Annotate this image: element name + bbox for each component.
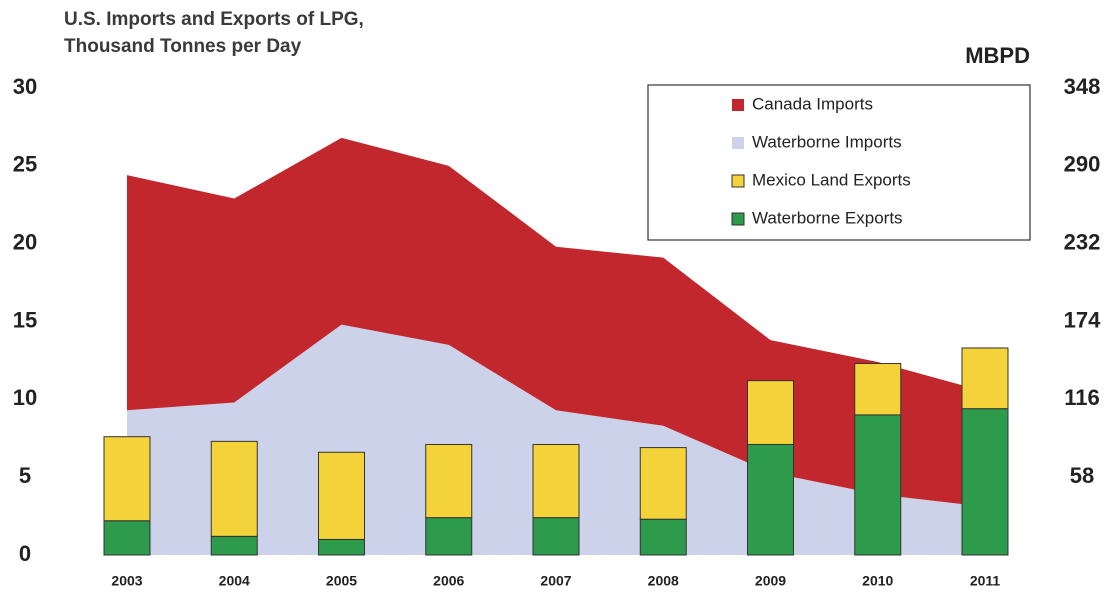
- y-tick-label: 25: [13, 152, 37, 177]
- y-tick-label: 5: [19, 463, 31, 488]
- bar: [961, 347, 1009, 410]
- legend-label: Waterborne Exports: [752, 208, 903, 227]
- y2-axis-label: MBPD: [965, 43, 1030, 68]
- bar: [532, 443, 580, 519]
- chart-title: Thousand Tonnes per Day: [64, 36, 302, 57]
- bar: [854, 363, 902, 416]
- legend-swatch: [732, 137, 744, 149]
- y-tick-label: 10: [13, 385, 37, 410]
- bar: [747, 380, 794, 445]
- bar: [961, 408, 1009, 556]
- plot-area: [103, 137, 1009, 556]
- bar: [747, 443, 794, 556]
- bar: [639, 518, 687, 556]
- bar: [318, 538, 365, 556]
- bar: [210, 440, 258, 537]
- x-tick-label: 2006: [433, 573, 464, 589]
- y2-tick-label: 174: [1064, 307, 1101, 332]
- x-tick-label: 2010: [862, 573, 893, 589]
- bar: [210, 535, 258, 556]
- legend-box: [647, 84, 1031, 241]
- x-tick-label: 2005: [326, 573, 357, 589]
- bar: [103, 436, 151, 522]
- y2-tick-label: 232: [1064, 229, 1101, 254]
- chart-title: U.S. Imports and Exports of LPG,: [64, 9, 364, 30]
- legend-swatch: [731, 174, 745, 188]
- x-tick-label: 2009: [755, 573, 786, 589]
- legend-label: Mexico Land Exports: [752, 170, 911, 189]
- bar: [318, 451, 365, 540]
- legend: Canada Imports Waterborne Imports Mexico L…: [647, 84, 1031, 241]
- x-tick-label: 2011: [970, 573, 1001, 589]
- y2-tick-label: 58: [1070, 463, 1094, 488]
- y-tick-label: 30: [13, 74, 37, 99]
- bar: [532, 517, 580, 556]
- x-tick-label: 2004: [219, 573, 250, 589]
- x-tick-label: 2008: [648, 573, 679, 589]
- legend-label: Canada Imports: [752, 94, 873, 113]
- legend-label: Waterborne Imports: [752, 132, 902, 151]
- bar: [639, 447, 687, 520]
- bar: [425, 443, 473, 519]
- bar: [103, 520, 151, 556]
- legend-swatch: [732, 99, 744, 111]
- bar: [854, 414, 902, 556]
- y-tick-label: 0: [19, 541, 31, 566]
- y-tick-label: 20: [13, 229, 37, 254]
- y-tick-label: 15: [13, 307, 37, 332]
- y2-tick-label: 290: [1064, 152, 1101, 177]
- x-tick-label: 2007: [540, 573, 571, 589]
- y2-tick-label: 116: [1064, 385, 1100, 410]
- legend-swatch: [731, 212, 745, 226]
- x-tick-label: 2003: [111, 573, 142, 589]
- y2-tick-label: 348: [1064, 74, 1101, 99]
- bar: [425, 517, 473, 556]
